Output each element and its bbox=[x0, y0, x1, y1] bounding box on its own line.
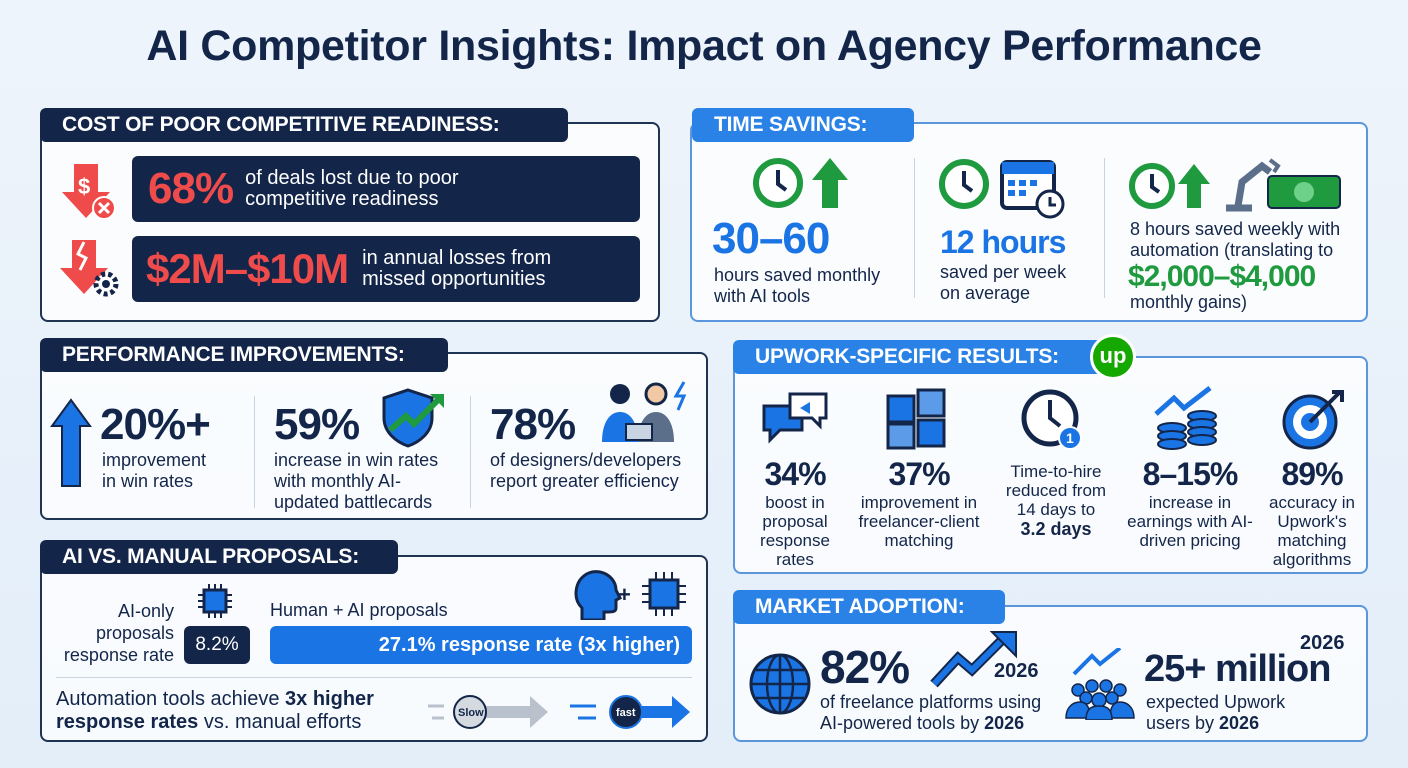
time-header: TIME SAVINGS: bbox=[692, 108, 914, 142]
clock-up-icon bbox=[753, 158, 848, 208]
users-year: 2026 bbox=[1300, 632, 1345, 654]
hours-weekly-value: 12 hours bbox=[940, 224, 1066, 260]
target-icon bbox=[1282, 390, 1344, 450]
chip-icon bbox=[198, 584, 232, 618]
upwork-stat-proposal: 34% boost in proposal response rates bbox=[760, 456, 830, 569]
efficiency-text: of designers/developers report greater e… bbox=[490, 450, 682, 491]
win-rate-text: improvement in win rates bbox=[102, 450, 207, 491]
human-ai-label: Human + AI proposals bbox=[270, 600, 448, 620]
upwork-logo: up bbox=[1090, 334, 1136, 380]
proposals-header: AI VS. MANUAL PROPOSALS: bbox=[40, 540, 398, 574]
up-arrow-icon bbox=[50, 398, 92, 487]
annual-losses-stat: $2M–$10M in annual losses from missed op… bbox=[132, 236, 640, 302]
ai-only-label: AI-only proposals response rate bbox=[63, 601, 174, 665]
hours-monthly-value: 30–60 bbox=[712, 214, 830, 263]
clock-calendar-icon bbox=[939, 159, 1065, 219]
dollar-down-icon: $ bbox=[62, 164, 116, 220]
market-header: MARKET ADOPTION: bbox=[733, 590, 1005, 624]
time-panel bbox=[690, 122, 1368, 322]
users-text: expected Upwork users by 2026 bbox=[1146, 692, 1286, 733]
page-title: AI Competitor Insights: Impact on Agency… bbox=[146, 22, 1262, 70]
automation-text: 8 hours saved weekly with automation (tr… bbox=[1130, 219, 1341, 260]
performance-panel bbox=[40, 352, 708, 520]
svg-text:fast: fast bbox=[616, 707, 636, 719]
svg-text:+: + bbox=[618, 582, 631, 607]
users-value: 25+ million bbox=[1144, 648, 1331, 690]
market-panel bbox=[733, 605, 1368, 742]
performance-header: PERFORMANCE IMPROVEMENTS: bbox=[40, 338, 448, 372]
hours-monthly-text: hours saved monthly with AI tools bbox=[714, 265, 881, 306]
upwork-stat-time-to-hire: Time-to-hire reduced from 14 days to 3.2 … bbox=[1005, 462, 1107, 539]
upwork-header: UPWORK-SPECIFIC RESULTS: bbox=[733, 340, 1113, 374]
upwork-stat-earnings: 8–15% increase in earnings with AI-driven… bbox=[1127, 456, 1253, 550]
slow-arrow-icon: Slow bbox=[428, 695, 548, 729]
upwork-stat-matching: 37% improvement in freelancer-client matc… bbox=[858, 456, 980, 550]
clock-robot-money-icon bbox=[1129, 158, 1341, 212]
users-trend-icon bbox=[1065, 648, 1135, 720]
team-laptop-icon bbox=[602, 381, 687, 442]
monthly-gains-text: monthly gains) bbox=[1130, 292, 1248, 312]
ai-only-rate: 8.2% bbox=[184, 626, 250, 664]
platforms-year: 2026 bbox=[994, 660, 1039, 682]
clock-badge-icon: 1 bbox=[1021, 389, 1082, 450]
shield-chart-icon bbox=[382, 388, 444, 448]
human-ai-rate-bar: 27.1% response rate (3x higher) bbox=[270, 626, 692, 664]
chat-bubbles-icon bbox=[762, 392, 828, 444]
svg-text:Slow: Slow bbox=[458, 707, 484, 719]
battlecards-value: 59% bbox=[274, 400, 360, 449]
puzzle-icon bbox=[886, 388, 946, 450]
svg-text:$: $ bbox=[78, 174, 90, 199]
cost-header: COST OF POOR COMPETITIVE READINESS: bbox=[40, 108, 568, 142]
fast-arrow-icon: fast bbox=[570, 695, 690, 729]
coins-chart-icon bbox=[1154, 386, 1217, 450]
trend-up-icon bbox=[930, 631, 1017, 688]
platforms-text: of freelance platforms using AI-powered … bbox=[820, 692, 1042, 733]
hours-weekly-text: saved per week on average bbox=[940, 262, 1067, 303]
automation-footnote: Automation tools achieve 3x higher respo… bbox=[56, 688, 374, 733]
deals-lost-stat: 68% of deals lost due to poor competitiv… bbox=[132, 156, 640, 222]
svg-text:1: 1 bbox=[1066, 430, 1074, 446]
efficiency-value: 78% bbox=[490, 400, 576, 449]
platforms-value: 82% bbox=[820, 641, 910, 693]
upwork-stat-accuracy: 89% accuracy in Upwork's matching algorit… bbox=[1269, 456, 1355, 569]
head-chip-icon: + bbox=[574, 570, 686, 620]
broken-arrow-gear-icon bbox=[60, 240, 119, 297]
globe-icon bbox=[749, 653, 811, 715]
battlecards-text: increase in win rates with monthly AI-up… bbox=[274, 450, 439, 512]
monthly-gains-value: $2,000–$4,000 bbox=[1128, 260, 1316, 293]
win-rate-value: 20%+ bbox=[100, 400, 211, 449]
